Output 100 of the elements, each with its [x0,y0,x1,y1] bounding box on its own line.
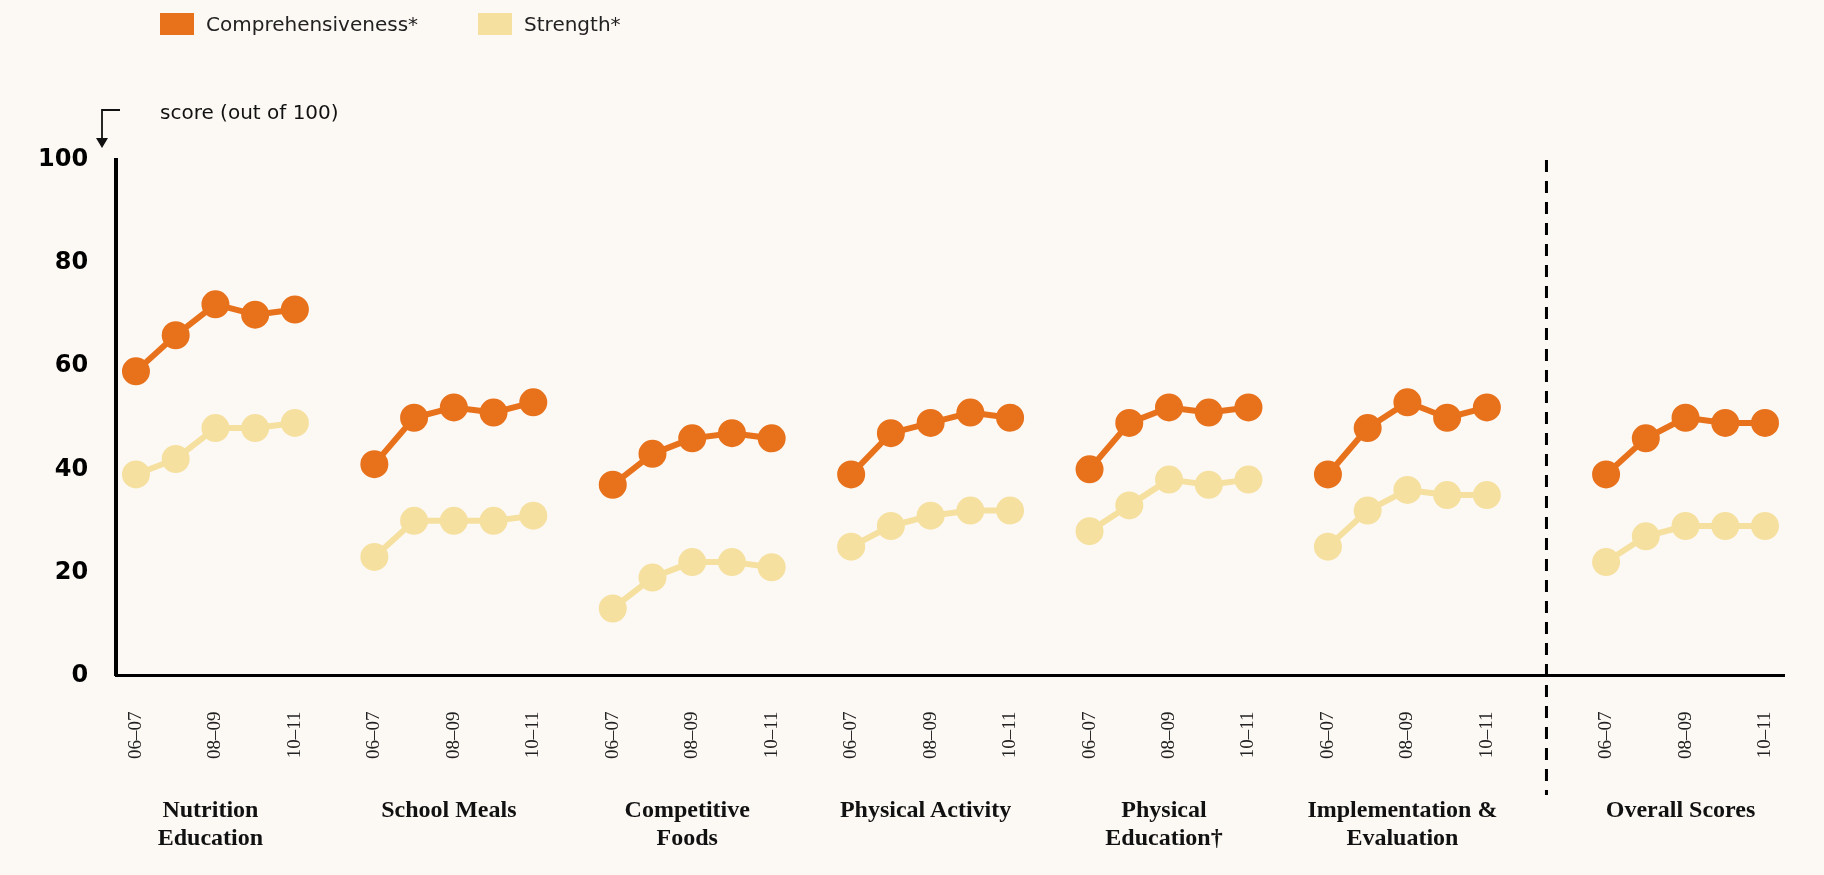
point [161,321,190,350]
x-tick-label: 08–09 [1395,711,1417,759]
point [1194,470,1223,499]
x-tick-label: 10–11 [998,711,1020,759]
point [280,408,309,437]
legend-label: Strength* [524,12,621,36]
point [121,460,150,489]
x-tick-label: 10–11 [521,711,543,759]
point [717,419,746,448]
point [1472,481,1501,510]
point [956,398,985,427]
point [1631,424,1660,453]
text: Nutrition Education [156,795,265,851]
point [1472,393,1501,422]
point [1155,393,1184,422]
point [201,290,230,319]
x-tick-label: 10–11 [282,711,304,759]
y-tick-label: 60 [54,350,89,379]
point [280,295,309,324]
point [161,444,190,473]
x-tick-label: 10–11 [1752,711,1774,759]
point [1075,455,1104,484]
point [876,419,905,448]
point [1313,532,1342,561]
point [837,460,866,489]
point [439,506,468,535]
y-tick-label: 80 [54,247,89,276]
text: Implementation & Evaluation [1307,795,1498,851]
point [519,501,548,530]
text: Overall Scores [1604,795,1757,823]
point [717,548,746,577]
point [1433,403,1462,432]
y-axis-title: score (out of 100) [160,100,339,124]
x-tick-label: 08–09 [918,711,940,759]
point [1711,408,1740,437]
point [1353,496,1382,525]
point [757,424,786,453]
y-tick-label: 100 [37,144,89,173]
point [916,408,945,437]
x-tick-label: 10–11 [1474,711,1496,759]
point [598,594,627,623]
x-tick-label: 08–09 [203,711,225,759]
point [400,403,429,432]
text: School Meals [380,795,518,823]
point [876,512,905,541]
point [1194,398,1223,427]
point [1751,512,1779,541]
point [360,450,389,479]
point [1671,403,1700,432]
point [201,414,230,443]
point [837,532,866,561]
x-tick-label: 10–11 [1236,711,1258,759]
point [1393,475,1422,504]
point [1711,512,1740,541]
point [638,563,667,592]
point [1353,414,1382,443]
point [360,542,389,571]
x-tick-label: 06–07 [1594,711,1616,759]
point [996,403,1025,432]
point [1075,517,1104,546]
point [1115,491,1144,520]
x-tick-label: 08–09 [441,711,463,759]
point [1592,460,1621,489]
point [757,553,786,582]
legend-label: Comprehensiveness* [206,12,419,36]
point [1671,512,1700,541]
point [439,393,468,422]
text: Physical Activity [838,795,1013,823]
point [956,496,985,525]
x-tick-label: 06–07 [362,711,384,759]
point [678,424,707,453]
point [479,398,508,427]
point [241,414,270,443]
point [519,388,548,417]
point [121,357,150,386]
point [1433,481,1462,510]
point [1155,465,1184,494]
text: Physical Education† [1104,795,1224,851]
x-tick-label: 08–09 [1673,711,1695,759]
x-tick-label: 10–11 [759,711,781,759]
point [400,506,429,535]
x-tick-label: 06–07 [600,711,622,759]
point [1234,393,1263,422]
x-tick-label: 08–09 [1156,711,1178,759]
point [996,496,1025,525]
point [479,506,508,535]
point [1631,522,1660,551]
x-tick-label: 06–07 [1315,711,1337,759]
y-tick-label: 40 [54,453,89,482]
point [1592,548,1621,577]
point [638,439,667,468]
point [598,470,627,499]
x-tick-label: 06–07 [123,711,145,759]
point [678,548,707,577]
point [1313,460,1342,489]
x-tick-label: 06–07 [1077,711,1099,759]
x-tick-label: 06–07 [839,711,861,759]
y-tick-label: 0 [71,659,89,688]
text: Competitive Foods [623,795,751,851]
point [1115,408,1144,437]
